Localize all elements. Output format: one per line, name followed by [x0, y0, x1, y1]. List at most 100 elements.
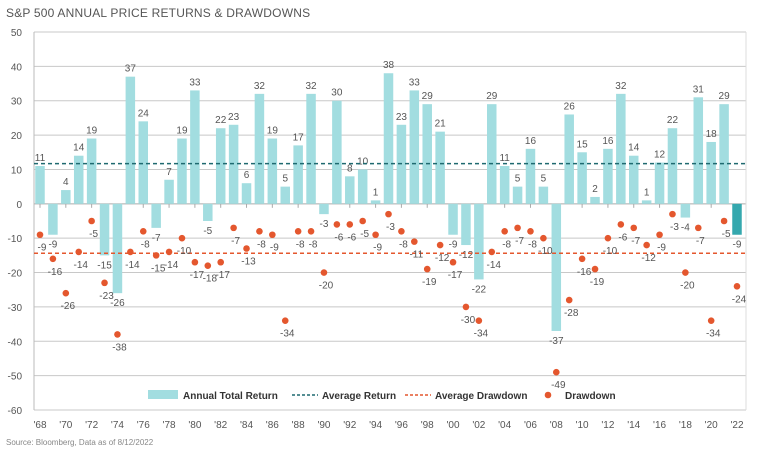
x-tick-label: '94: [369, 420, 382, 431]
y-tick-label: 20: [11, 131, 23, 142]
bar-'76: [138, 121, 149, 204]
x-tick-label: '04: [498, 420, 511, 431]
bar-value-label: 6: [244, 170, 250, 181]
drawdown-value-label: -8: [257, 239, 266, 250]
x-tick-label: '22: [730, 420, 743, 431]
drawdown-point-'99: [436, 241, 444, 249]
drawdown-value-label: -9: [270, 243, 279, 254]
drawdown-value-label: -17: [190, 270, 205, 281]
bar-'80: [190, 90, 200, 204]
bar-value-label: 14: [73, 143, 85, 154]
bar-value-label: 18: [706, 129, 718, 140]
drawdown-point-'21: [720, 217, 728, 225]
chart-title: S&P 500 ANNUAL PRICE RETURNS & DRAWDOWNS: [6, 6, 311, 20]
bar-value-label: 2: [592, 184, 598, 195]
drawdown-value-label: -34: [280, 329, 295, 340]
bar-'68: [35, 166, 45, 204]
x-tick-label: '76: [137, 420, 150, 431]
bar-value-label: -4: [681, 223, 690, 234]
drawdown-point-'71: [75, 248, 83, 256]
x-tick-label: '20: [705, 420, 718, 431]
drawdown-point-'05: [514, 224, 521, 232]
bar-value-label: 26: [564, 101, 576, 112]
bar-'72: [86, 138, 97, 204]
bar-'88: [293, 145, 303, 204]
drawdown-value-label: -17: [215, 270, 230, 281]
bar-value-label: -22: [472, 284, 487, 295]
drawdown-point-'69: [49, 255, 57, 263]
drawdown-point-'77: [152, 252, 160, 259]
drawdown-point-'80: [191, 258, 199, 266]
bar-'89: [306, 93, 316, 204]
bar-value-label: 23: [228, 112, 240, 123]
bar-value-label: -9: [449, 240, 458, 251]
bar-value-label: 22: [667, 115, 679, 126]
y-tick-label: -30: [8, 303, 23, 314]
y-tick-label: -50: [8, 372, 23, 383]
drawdown-value-label: -38: [112, 342, 127, 353]
drawdown-value-label: -18: [203, 274, 218, 285]
bar-value-label: 31: [693, 84, 705, 95]
bar-value-label: 19: [176, 126, 188, 137]
drawdown-point-'19: [694, 224, 702, 232]
x-tick-label: '82: [214, 420, 227, 431]
drawdown-point-'08: [552, 368, 560, 376]
drawdown-value-label: -26: [61, 301, 76, 312]
bar-value-label: 33: [409, 77, 421, 88]
drawdown-value-label: -12: [435, 253, 450, 264]
drawdown-value-label: -20: [680, 281, 695, 292]
x-tick-label: '14: [627, 420, 640, 431]
bar-value-label: -5: [203, 226, 212, 237]
drawdown-value-label: -6: [347, 232, 356, 243]
drawdown-value-label: -11: [409, 250, 423, 261]
bar-'70: [61, 190, 71, 204]
drawdown-value-label: -5: [89, 229, 98, 240]
bar-'69: [48, 203, 58, 235]
drawdown-value-label: -12: [641, 253, 656, 264]
x-tick-label: '70: [59, 420, 72, 431]
y-tick-label: -20: [8, 269, 23, 280]
drawdown-value-label: -14: [73, 260, 88, 271]
bar-value-label: 11: [35, 153, 46, 164]
bar-'71: [73, 155, 84, 204]
drawdown-value-label: -14: [164, 260, 179, 271]
drawdown-value-label: -14: [487, 260, 502, 271]
x-tick-label: '10: [576, 420, 589, 431]
bar-value-label: 29: [719, 91, 731, 102]
drawdown-value-label: -10: [603, 246, 618, 257]
y-tick-label: -60: [8, 406, 23, 417]
drawdown-point-'13: [617, 221, 625, 228]
bar-value-label: 32: [615, 81, 627, 92]
bar-'07: [538, 186, 549, 204]
drawdown-point-'92: [346, 221, 354, 228]
bar-value-label: 11: [499, 153, 510, 164]
bar-'11: [590, 196, 600, 204]
x-tick-label: '74: [111, 420, 124, 431]
bar-'00: [448, 203, 458, 235]
bar-'94: [370, 200, 381, 204]
drawdown-value-label: -34: [706, 329, 721, 340]
drawdown-value-label: -8: [141, 239, 150, 250]
drawdown-value-label: -13: [241, 256, 256, 267]
bar-value-label: 15: [577, 139, 589, 150]
drawdown-point-'94: [372, 231, 379, 239]
drawdown-point-'74: [114, 331, 121, 338]
x-tick-label: '96: [395, 420, 408, 431]
bar-'02: [474, 203, 484, 280]
bar-'10: [577, 152, 587, 204]
y-tick-label: -10: [8, 234, 23, 245]
drawdown-point-'02: [475, 317, 483, 324]
drawdown-point-'95: [385, 210, 392, 218]
bar-'21: [719, 104, 729, 204]
legend-label: Average Return: [322, 391, 396, 402]
bar-'87: [280, 186, 290, 204]
bar-'17: [667, 128, 678, 204]
bar-'92: [345, 176, 355, 204]
bar-value-label: -7: [152, 233, 161, 244]
bar-value-label: -15: [97, 260, 112, 271]
drawdown-value-label: -5: [360, 229, 369, 240]
bar-value-label: 16: [525, 136, 537, 147]
x-tick-label: '16: [653, 420, 666, 431]
drawdown-point-'70: [62, 289, 70, 297]
